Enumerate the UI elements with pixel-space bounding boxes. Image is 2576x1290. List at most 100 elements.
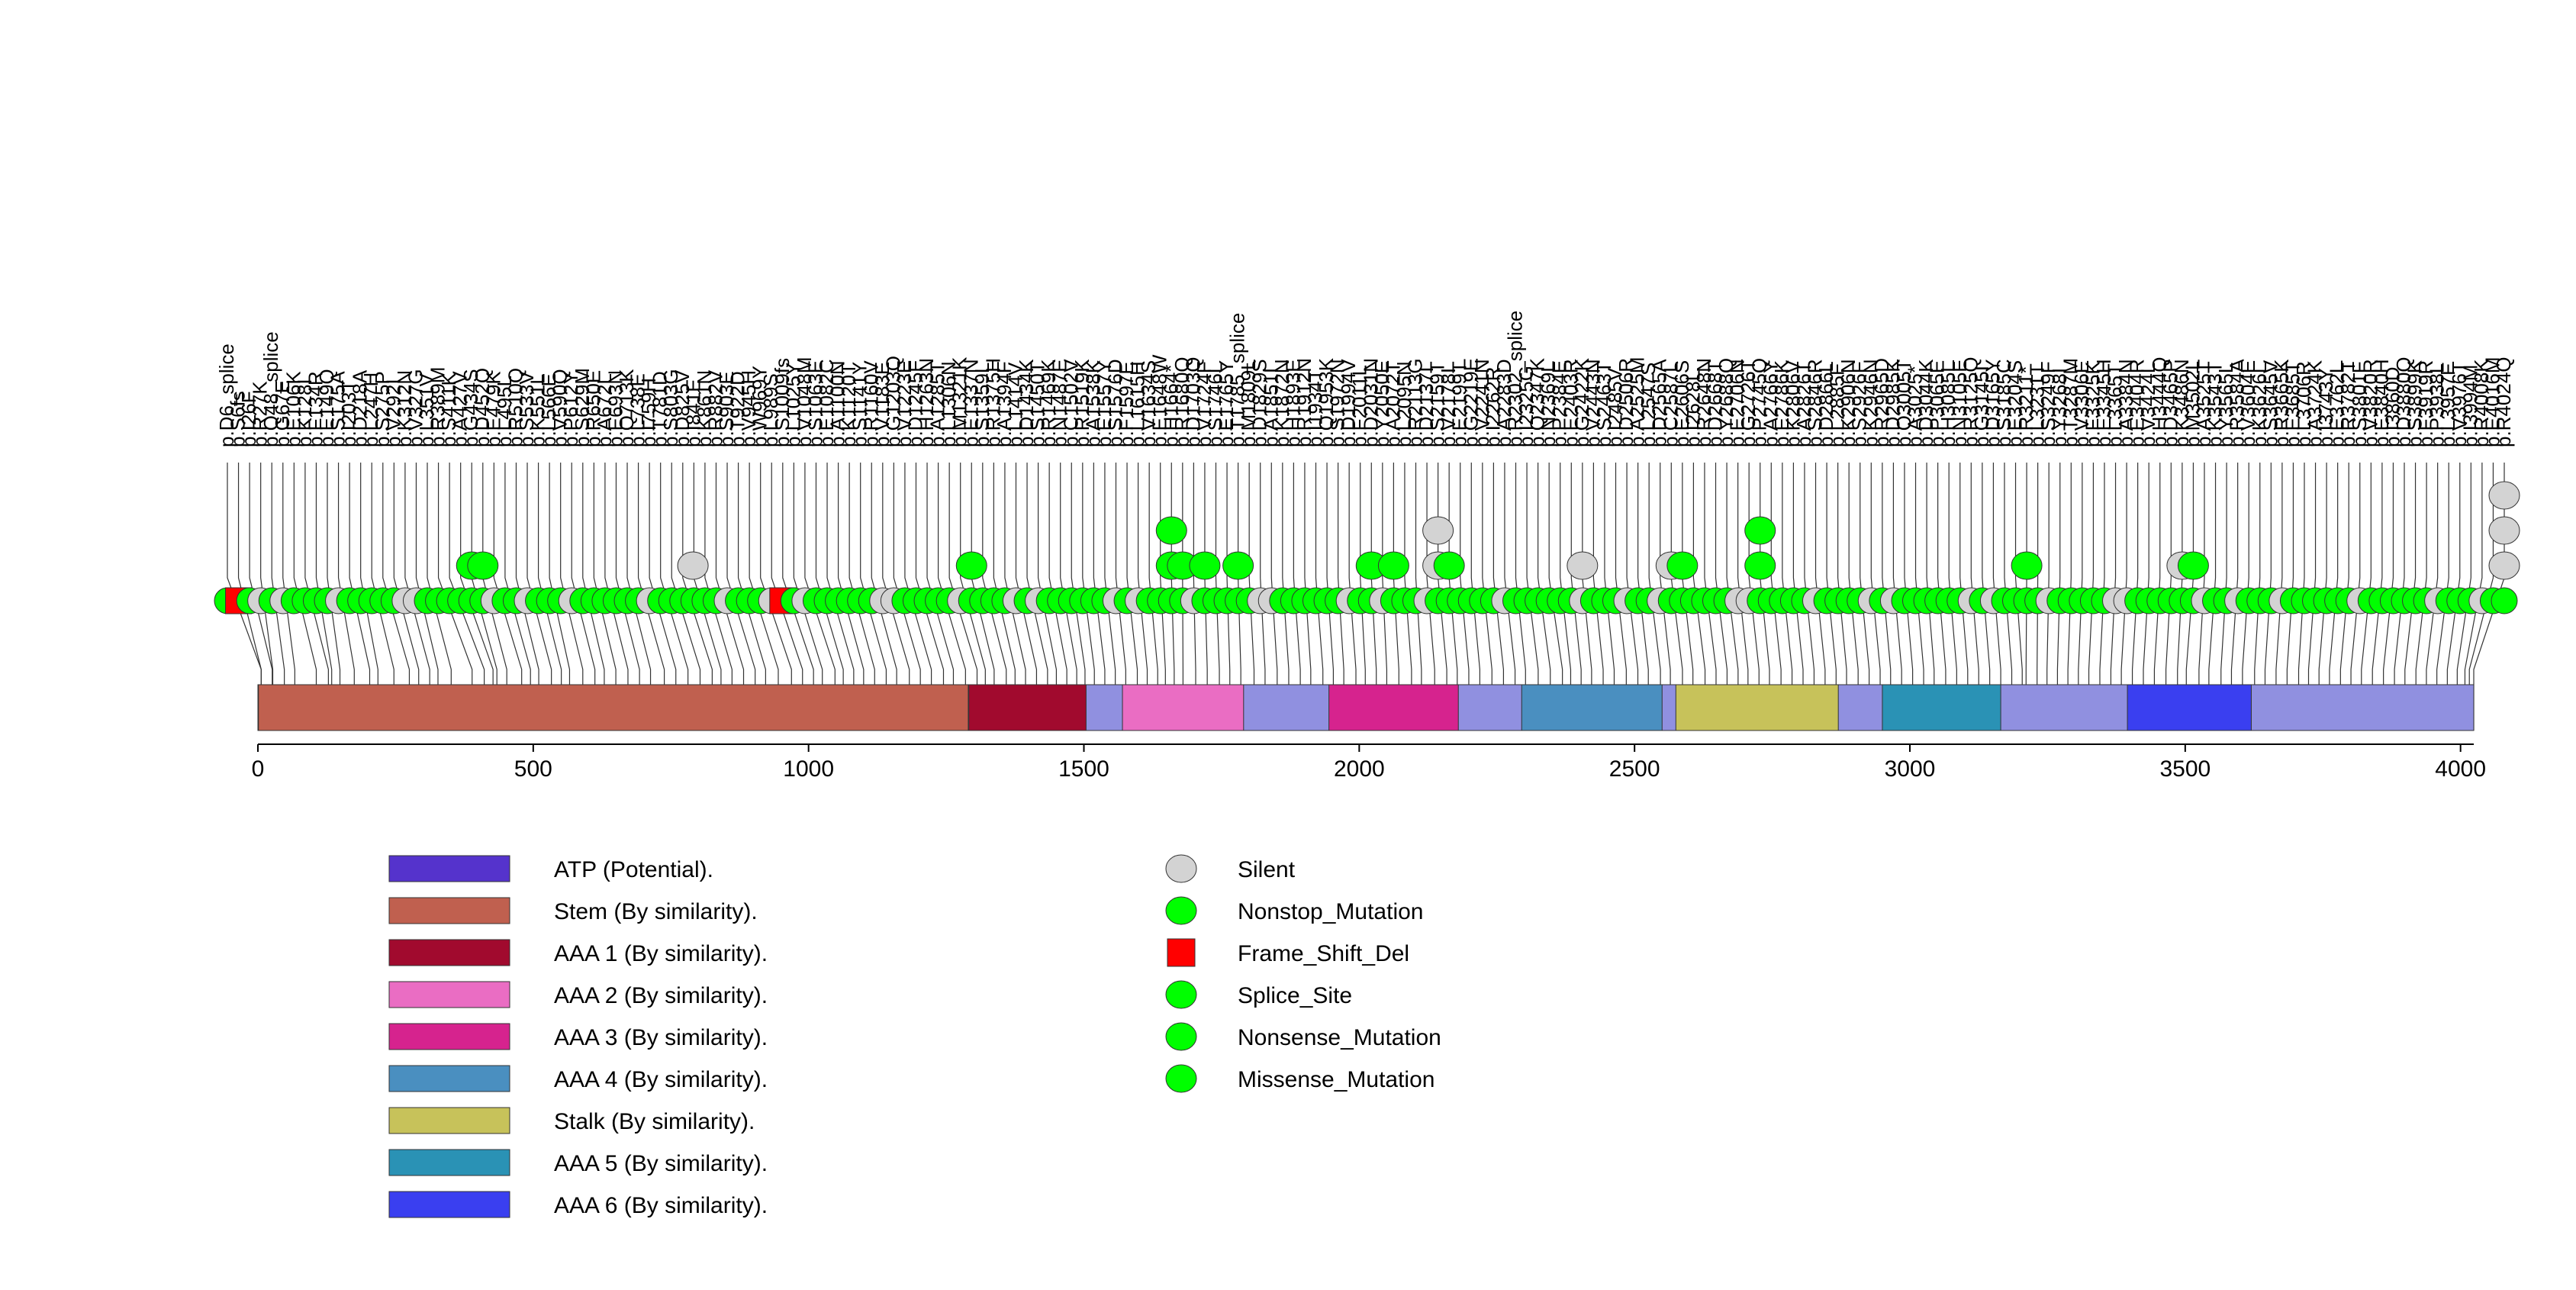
mutation-label: p.S2463T [1592,361,1615,447]
domain-block [2127,684,2252,731]
mutation-label: p.R1519K [1071,359,1093,447]
domain-block [258,684,969,731]
mutation-label: p.K2806V [1781,360,1804,447]
mutation-label: p.P2384E [1548,360,1571,447]
legend-mutation-label: Missense_Mutation [1238,1067,1435,1092]
silent-stack-marker [1567,551,1599,580]
missense-stack-marker [2011,551,2043,580]
missense-stack-marker [1433,551,1465,580]
mutation-label: p.V3424L [2136,363,2159,447]
mutation-label: p.D2866L [1814,361,1837,447]
mutation-label: p.V3976T [2448,361,2471,447]
mutation-label: p.K2946N [1859,359,1882,447]
mutation-label: p.S1063E [803,360,826,447]
mutation-label: p.R27K [249,381,272,447]
legend-mutation-marker [1165,896,1197,925]
mutation-label: p.Q48_splice [259,331,282,447]
mutation-label: p.A3724K [2304,360,2326,447]
mutation-label: p.A1100N [826,360,849,447]
missense-marker [2491,587,2518,614]
legend-swatch [388,1023,510,1050]
mutation-label: p.D2565A [1648,359,1671,447]
mutation-label: p.I2485V [1604,367,1627,447]
domain-block [1328,684,1459,731]
mutation-label: p.D3465P [2159,359,2182,447]
mutation-label: p.F2011L [1348,365,1371,447]
legend-mutation-marker [1165,854,1197,883]
mutation-label: p.A1285T [926,361,949,447]
mutation-label: p.G2422K [1570,357,1593,447]
mutation-label: p.K128I [293,379,316,447]
mutation-label: p.T781D [649,371,671,447]
mutation-label: p.V590Q [549,369,572,447]
legend-label: Stem (By similarity). [554,899,758,924]
mutation-label: p.A427V [449,371,472,447]
mutation-label: p.I759H [637,378,660,447]
mutation-label: p.S2159T [1426,361,1449,447]
mutation-label: p.I3860D [2381,366,2404,447]
mutation-label: p.E1765Y [1215,360,1238,447]
legend-swatch [388,1149,510,1176]
mutation-label: p.S803G [659,369,682,447]
mutation-label: p.V327G [404,369,427,447]
mutation-label: p.S1009fs [771,358,794,447]
mutation-label: p.E1337N [959,359,982,447]
silent-stack-marker [677,551,709,580]
mutation-label: p.R2648N [1692,358,1715,447]
mutation-label: p.S275P [371,371,394,447]
mutation-label: p.S3645V [2259,360,2281,447]
mutation-label: p.H3444Q [2148,356,2171,447]
axis-tick-label: 1500 [1058,756,1109,782]
legend: ATP (Potential). Stem (By similarity). AAA… [388,854,1441,1218]
mutation-label: p.C1502V [1059,359,1082,447]
mutation-label: p.E3345H [2092,359,2115,447]
protein-backbone [257,684,2475,731]
mutation-label: p.E149Q [315,369,338,447]
mutation-label: p.Y2050E [1370,360,1393,447]
legend-label: AAA 2 (By similarity). [554,983,768,1008]
mutation-label: p.R650E [581,370,604,447]
mutation-label: p.S6fs [227,391,250,447]
mutation-label: p.V3306E [2070,360,2093,447]
mutation-label: p.L738E [626,373,649,447]
mutation-label: p.G2726T [1737,359,1760,447]
mutation-label: p.D2668T [1704,360,1727,447]
mutation-label: p.R389M [427,367,449,448]
domain-block [1521,684,1663,731]
mutation-label: p.A3384N [2114,359,2137,447]
mutation-label: p.S2926F [1848,361,1871,447]
legend-swatch [388,897,510,924]
mutation-label: p.A3525T [2192,361,2215,447]
mutation-label: p.E4016M [2481,356,2504,447]
mutation-label: p.A2072T [1381,361,1404,447]
missense-stack-marker [467,551,499,580]
mutation-label: p.M3502L [2181,359,2204,447]
mutation-label: p.D452Q [471,368,494,447]
mutation-label: p.A3025* [1904,366,1927,447]
mutation-label: p.S2846R [1804,359,1827,447]
mutation-label: p.L351V [415,372,438,447]
legend-mutation-marker [1167,938,1196,967]
mutation-label: p.A2766Y [1759,360,1782,447]
mutation-label: p.P612Y [559,371,582,447]
mutation-label: p.T922D [726,371,749,447]
missense-stack-marker [1155,516,1187,545]
mutation-label: p.E2606S [1670,360,1693,447]
mutation-label: p.L247H [359,372,382,447]
silent-stack-marker [2488,481,2520,510]
mutation-label: p.A672L [593,373,616,447]
mutation-label: p.T1785_splice [1226,313,1249,447]
legend-swatch [388,1107,510,1134]
mutation-label: p.L989S [759,373,782,447]
mutation-label: p.D3044K [1914,359,1937,447]
mutation-label: p.S1972N [1326,359,1349,447]
silent-stack-marker [2488,516,2520,545]
mutation-label: p.K312N [393,370,416,447]
mutation-label: p.L3706R [2292,361,2315,447]
mutation-label: p.I26F [237,391,260,447]
missense-stack-marker [955,551,987,580]
legend-label: AAA 5 (By similarity). [554,1151,768,1176]
mutation-label: p.R1160V [859,360,882,447]
missense-stack-marker [1744,516,1776,545]
